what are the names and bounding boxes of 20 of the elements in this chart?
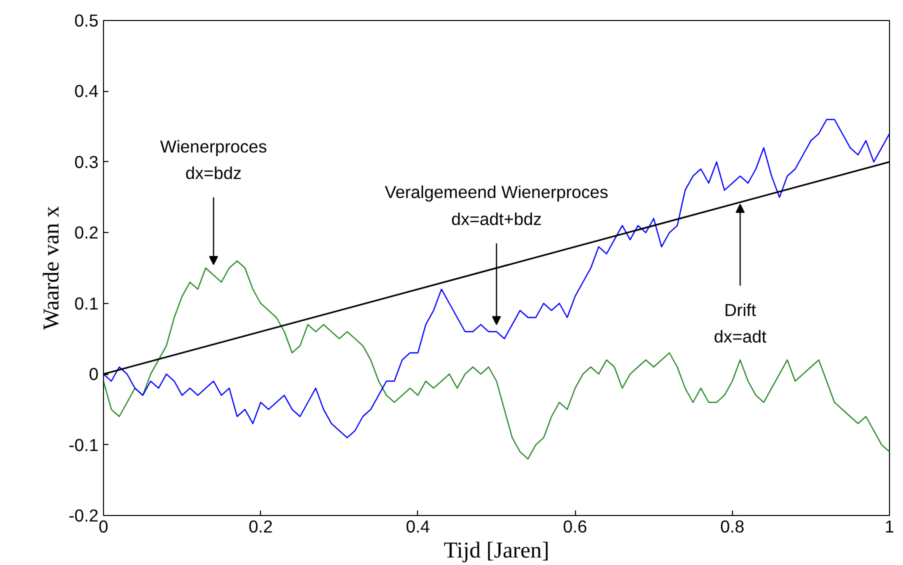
x-tick-label: 0.4: [406, 516, 430, 536]
y-tick-label: 0: [88, 364, 99, 384]
annotation: Veralgemeend Wienerproces dx=adt+bdz: [384, 182, 609, 230]
y-tick-label: 0.2: [74, 222, 99, 243]
x-axis-title: Tijd [Jaren]: [444, 538, 550, 562]
y-tick-label: 0.3: [74, 152, 99, 172]
y-tick-label: 0.5: [74, 10, 99, 30]
line-series: [104, 118, 890, 438]
y-tick-label: -0.2: [68, 506, 98, 526]
annotation: Wienerproces dx=bdz: [160, 136, 268, 184]
line-series: [104, 260, 890, 460]
x-tick-label: 1: [884, 516, 894, 536]
y-tick-label: -0.1: [68, 434, 98, 455]
y-axis-title: Waarde van x: [38, 205, 64, 330]
x-tick-label: 0.6: [563, 516, 588, 536]
x-tick-label: 0.2: [248, 516, 273, 536]
y-tick-label: 0.4: [74, 81, 99, 102]
x-tick-label: 0.8: [720, 516, 744, 536]
annotation: Drift dx=adt: [714, 300, 767, 347]
y-tick-label: 0.1: [74, 293, 99, 314]
